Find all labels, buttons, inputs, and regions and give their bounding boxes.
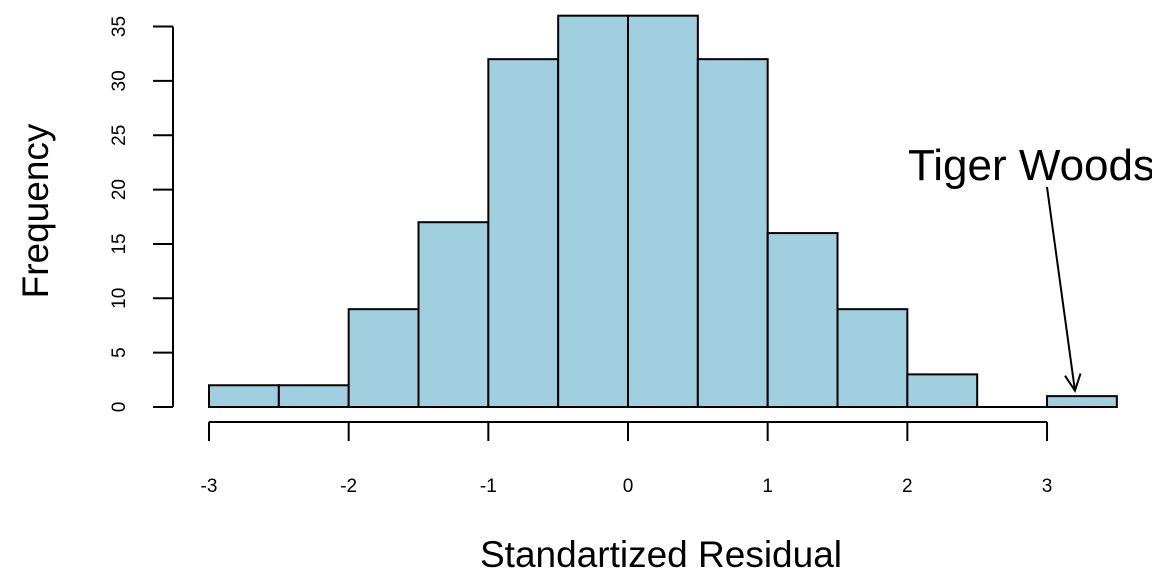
x-tick-label: -3 [201,476,218,497]
annotation-arrow-head [1064,373,1082,393]
x-tick-label: 2 [902,476,913,497]
histogram-bar [347,308,420,409]
histogram-bar [417,221,490,408]
y-axis: 0 5 10 15 20 25 30 35 [109,16,174,413]
y-tick-label: 30 [109,70,130,91]
histogram-bar [557,14,630,409]
histogram-bar [696,58,769,408]
histogram-bar [627,14,699,409]
annotation: Tiger Woods [908,141,1152,393]
x-tick-label: 1 [762,476,773,497]
y-tick-label: 35 [109,16,130,37]
histogram-bar [277,384,350,409]
x-axis-title: Standartized Residual [480,534,842,575]
y-tick-label: 10 [109,288,130,309]
annotation-arrow [1046,186,1076,391]
y-tick-label: 25 [109,125,130,146]
x-tick-label: 3 [1042,476,1053,497]
x-tick-label: -2 [340,476,357,497]
x-tick-label: 0 [623,476,634,497]
histogram-bar [906,373,979,409]
bars-group [208,14,1118,409]
y-tick-label: 15 [109,233,130,254]
y-tick-label: 0 [109,402,130,413]
histogram-bar [487,58,560,408]
y-axis-title: Frequency [15,123,56,298]
y-tick-label: 20 [109,179,130,200]
histogram-bar [836,308,909,409]
histogram-bar [766,232,839,408]
x-axis: -3 -2 -1 0 1 2 3 [201,421,1053,497]
histogram-bar [1046,395,1118,409]
x-tick-label: -1 [480,476,497,497]
histogram-bar [208,384,280,409]
y-tick-label: 5 [109,347,130,358]
annotation-label: Tiger Woods [908,141,1152,190]
